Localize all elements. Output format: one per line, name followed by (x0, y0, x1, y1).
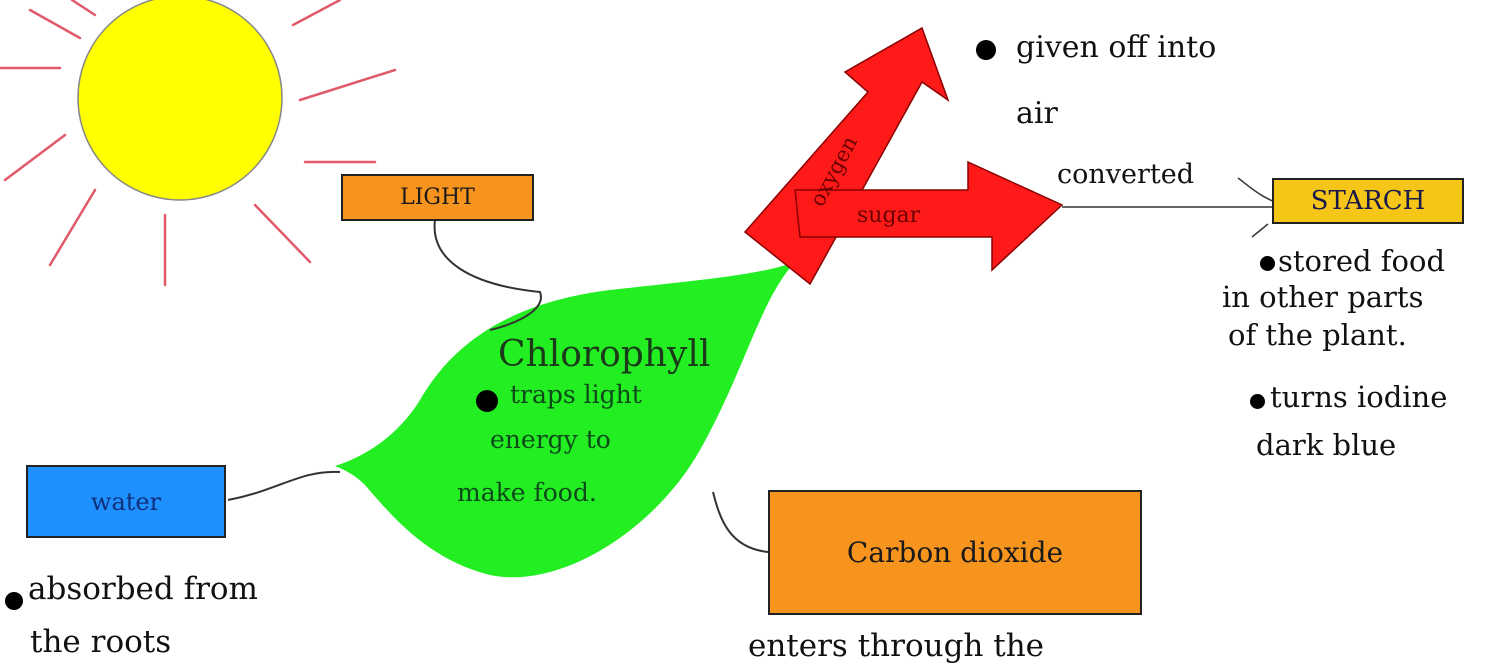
starch-note-2: in other parts (1222, 280, 1424, 314)
water-note-1: absorbed from (28, 571, 258, 607)
chlorophyll-label: Chlorophyll (498, 334, 711, 375)
co2-note-1: enters through the (748, 628, 1044, 664)
sugar-arrow (794, 160, 1064, 272)
light-box: LIGHT (341, 174, 534, 221)
chlorophyll-bullet (476, 390, 498, 412)
oxygen-bullet (976, 40, 996, 60)
oxygen-note-1: given off into (1016, 30, 1217, 65)
sugar-label: sugar (857, 203, 921, 228)
starch-bullet-2 (1250, 394, 1265, 409)
carbon-dioxide-box: Carbon dioxide (768, 490, 1142, 615)
light-label: LIGHT (400, 185, 475, 210)
chlorophyll-note-3: make food. (457, 478, 597, 507)
starch-note-4: turns iodine (1270, 380, 1448, 414)
starch-box: STARCH (1272, 178, 1464, 224)
converted-label: converted (1057, 159, 1195, 190)
starch-note-5: dark blue (1256, 428, 1397, 462)
co2-connector (712, 491, 769, 553)
carbon-dioxide-label: Carbon dioxide (846, 536, 1064, 569)
starch-tick (1251, 223, 1269, 238)
leaf (335, 262, 795, 578)
chlorophyll-note-1: traps light (510, 380, 642, 409)
starch-note-3: of the plant. (1228, 318, 1407, 352)
water-connector (227, 470, 341, 501)
photosynthesis-diagram: oxygen sugar (0, 0, 1291, 578)
chlorophyll-note-2: energy to (490, 425, 611, 454)
starch-bullet-1 (1260, 256, 1275, 271)
starch-label: STARCH (1310, 186, 1426, 216)
water-label: water (90, 487, 162, 516)
water-note-2: the roots (30, 624, 172, 660)
light-connector (433, 219, 542, 331)
sun (77, 0, 283, 201)
oxygen-note-2: air (1016, 96, 1058, 131)
oxygen-arrow (743, 26, 950, 286)
water-bullet (5, 592, 23, 610)
water-box: water (26, 465, 226, 538)
sun-rays (0, 0, 397, 287)
starch-note-1: stored food (1278, 244, 1446, 278)
